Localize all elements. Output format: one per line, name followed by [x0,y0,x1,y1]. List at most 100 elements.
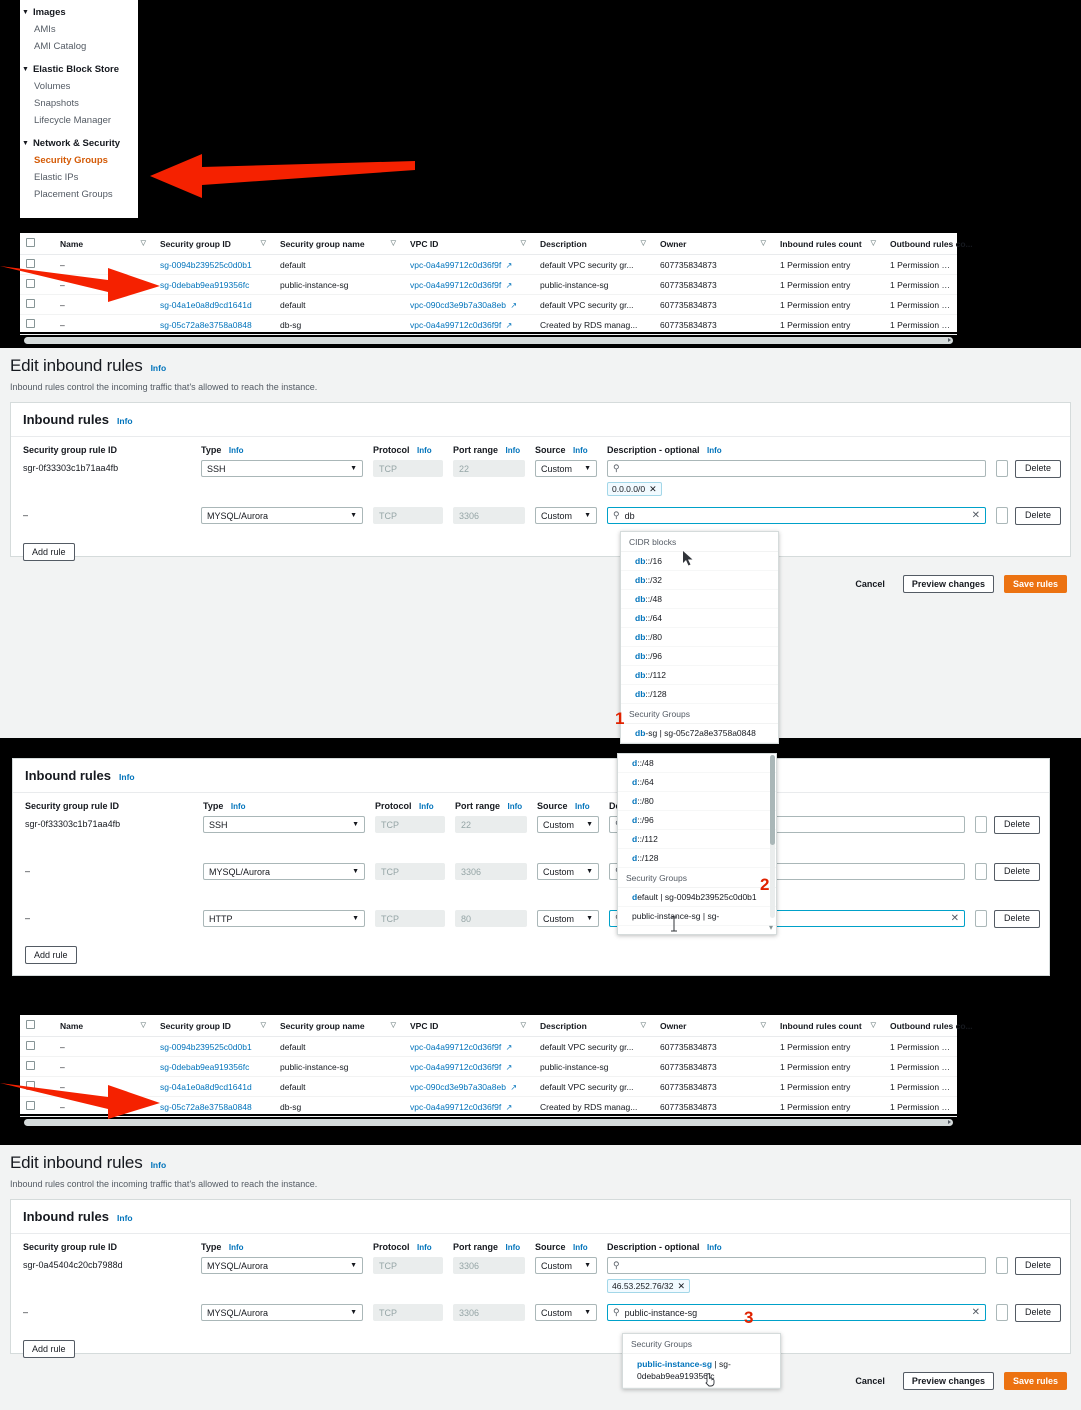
info-link[interactable]: Info [150,1160,167,1170]
col-vpc-id[interactable]: VPC ID ▽ [404,1015,534,1037]
horizontal-scrollbar[interactable] [24,1119,953,1126]
col-sg-name[interactable]: Security group name ▽ [274,1015,404,1037]
cell-security-group-id[interactable]: sg-04a1e0a8d9cd1641d [154,1076,274,1097]
external-link-icon[interactable]: ↗ [510,1082,518,1092]
row-checkbox-cell[interactable] [20,1036,54,1057]
dropdown-scrollbar[interactable] [770,755,775,918]
source-search-input[interactable]: ⚲ [607,1257,986,1274]
cell-security-group-id[interactable]: sg-0debab9ea919356fc [154,274,274,295]
dropdown-option-security-group[interactable]: default | sg-0094b239525c0d0b1 [618,888,776,907]
type-select[interactable]: HTTP ▼ [203,910,365,927]
sort-icon[interactable]: ▽ [520,239,526,247]
select-all-checkbox-cell[interactable] [20,233,54,255]
preview-changes-button[interactable]: Preview changes [902,575,994,593]
dropdown-option-cidr[interactable]: db::/32 [621,571,778,590]
add-rule-button[interactable]: Add rule [23,1340,75,1358]
cell-security-group-id[interactable]: sg-05c72a8e3758a0848 [154,314,274,335]
description-input[interactable] [996,460,1008,477]
sidebar-item-placement-groups[interactable]: Placement Groups [34,189,113,200]
table-row[interactable]: – sg-05c72a8e3758a0848 db-sg vpc-0a4a99712c… [20,314,957,335]
clear-icon[interactable]: ✕ [971,1307,980,1318]
external-link-icon[interactable]: ↗ [505,1042,513,1052]
description-input[interactable] [975,816,987,833]
info-link[interactable]: Info [707,1243,722,1252]
sort-icon[interactable]: ▽ [760,239,766,247]
type-select[interactable]: SSH ▼ [201,460,363,477]
dropdown-option-cidr[interactable]: db::/80 [621,628,778,647]
external-link-icon[interactable]: ↗ [505,320,513,330]
info-link[interactable]: Info [707,446,722,455]
info-link[interactable]: Info [505,446,521,455]
sort-icon[interactable]: ▽ [520,1021,526,1029]
row-checkbox[interactable] [26,1081,35,1090]
remove-token-icon[interactable]: ✕ [649,483,657,494]
dropdown-option-cidr[interactable]: d::/80 [618,792,776,811]
delete-rule-button[interactable]: Delete [1015,507,1062,525]
external-link-icon[interactable]: ↗ [505,260,513,270]
dropdown-option-cidr[interactable]: db::/128 [621,685,778,704]
info-link[interactable]: Info [119,772,135,782]
dropdown-option-security-group[interactable]: public-instance-sg | sg- [618,907,776,926]
table-row[interactable]: – sg-05c72a8e3758a0848 db-sg vpc-0a4a99712c… [20,1096,957,1117]
sidebar-item-ami-catalog[interactable]: AMI Catalog [34,41,87,52]
external-link-icon[interactable]: ↗ [505,280,513,290]
info-link[interactable]: Info [117,416,133,426]
table-row[interactable]: – sg-0debab9ea919356fc public-instance-sg v… [20,274,957,295]
description-input[interactable] [975,910,987,927]
sidebar-item-security-groups[interactable]: Security Groups [34,155,108,166]
col-inbound-count[interactable]: Inbound rules count ▽ [774,1015,884,1037]
col-sg-name[interactable]: Security group name ▽ [274,233,404,255]
preview-changes-button[interactable]: Preview changes [902,1372,994,1390]
cell-vpc-id[interactable]: vpc-0a4a99712c0d36f9f ↗ [404,1036,534,1057]
external-link-icon[interactable]: ↗ [505,1102,513,1112]
ec2-sidebar-nav[interactable]: ▼ Images AMIs AMI Catalog ▼ Elastic Bloc… [20,0,138,218]
info-link[interactable]: Info [507,802,523,811]
sidebar-item-lifecycle-manager[interactable]: Lifecycle Manager [34,115,112,126]
sort-icon[interactable]: ▽ [870,1021,876,1029]
sidebar-group-elastic-block-store[interactable]: ▼ Elastic Block Store [20,61,138,78]
delete-rule-button[interactable]: Delete [994,816,1041,834]
description-input[interactable] [975,863,987,880]
description-input[interactable] [996,1257,1008,1274]
row-checkbox[interactable] [26,1101,35,1110]
source-search-input[interactable]: ⚲ db ✕ [607,507,986,524]
external-link-icon[interactable]: ↗ [505,1062,513,1072]
sidebar-item-amis[interactable]: AMIs [34,24,56,35]
cell-vpc-id[interactable]: vpc-0a4a99712c0d36f9f ↗ [404,254,534,275]
dropdown-option-cidr[interactable]: d::/96 [618,811,776,830]
save-rules-button[interactable]: Save rules [1003,575,1067,593]
row-checkbox-cell[interactable] [20,1056,54,1077]
info-link[interactable]: Info [417,1243,432,1252]
select-all-checkbox-cell[interactable] [20,1015,54,1037]
cell-vpc-id[interactable]: vpc-0a4a99712c0d36f9f ↗ [404,274,534,295]
col-sg-id[interactable]: Security group ID ▽ [154,233,274,255]
col-description[interactable]: Description ▽ [534,233,654,255]
source-type-select[interactable]: Custom ▼ [537,816,599,833]
description-input[interactable] [996,507,1008,524]
row-checkbox-cell[interactable] [20,1076,54,1097]
description-input[interactable] [996,1304,1008,1321]
cancel-button[interactable]: Cancel [855,579,885,589]
dropdown-option-security-group[interactable]: db-sg | sg-05c72a8e3758a0848 [621,724,778,743]
row-checkbox[interactable] [26,1061,35,1070]
dropdown-option-cidr[interactable]: db::/16 [621,552,778,571]
source-autocomplete-dropdown-3[interactable]: Security Groups public-instance-sg | sg-0… [622,1333,781,1389]
source-type-select[interactable]: Custom ▼ [535,1304,597,1321]
info-link[interactable]: Info [573,446,588,455]
sort-icon[interactable]: ▽ [390,239,396,247]
dropdown-option-cidr[interactable]: d::/64 [618,773,776,792]
cell-security-group-id[interactable]: sg-04a1e0a8d9cd1641d [154,294,274,315]
dropdown-option-cidr[interactable]: db::/64 [621,609,778,628]
dropdown-option-security-group[interactable]: public-instance-sg | sg-0debab9ea919356f… [623,1354,780,1388]
cell-vpc-id[interactable]: vpc-0a4a99712c0d36f9f ↗ [404,1096,534,1117]
col-name[interactable]: Name ▽ [54,1015,154,1037]
delete-rule-button[interactable]: Delete [994,863,1041,881]
info-link[interactable]: Info [417,446,432,455]
info-link[interactable]: Info [228,446,244,455]
sidebar-item-volumes[interactable]: Volumes [34,81,71,92]
save-rules-button[interactable]: Save rules [1003,1372,1067,1390]
col-owner[interactable]: Owner ▽ [654,233,774,255]
delete-rule-button[interactable]: Delete [1015,460,1062,478]
source-autocomplete-dropdown-2[interactable]: d::/48 d::/64 d::/80 d::/96 d::/112 d::/128 Se… [617,753,777,935]
select-all-checkbox[interactable] [26,1020,35,1029]
